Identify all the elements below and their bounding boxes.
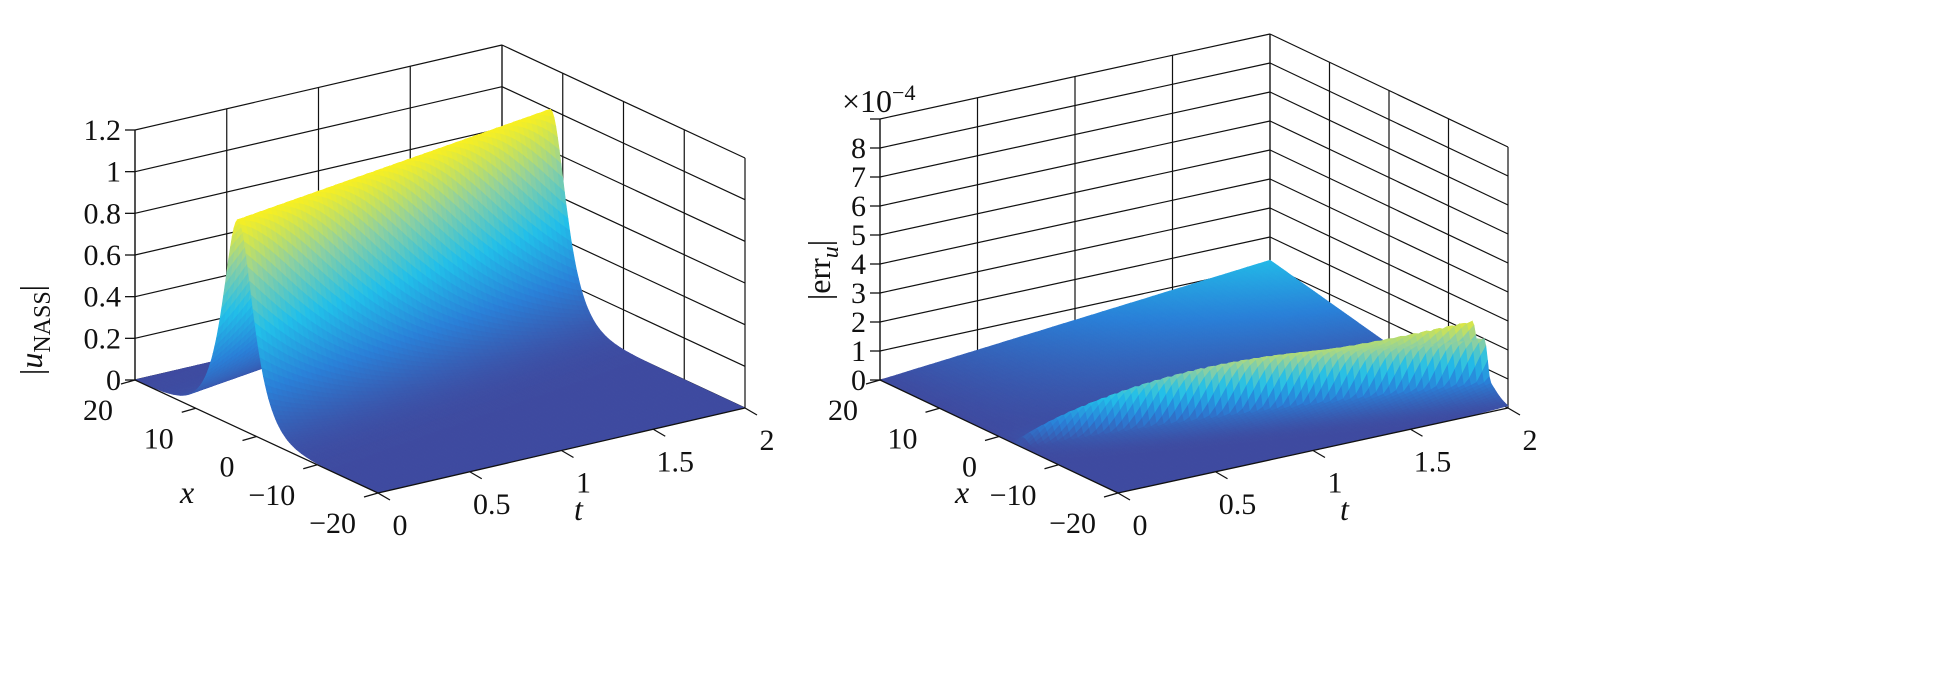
surface	[134, 108, 746, 494]
